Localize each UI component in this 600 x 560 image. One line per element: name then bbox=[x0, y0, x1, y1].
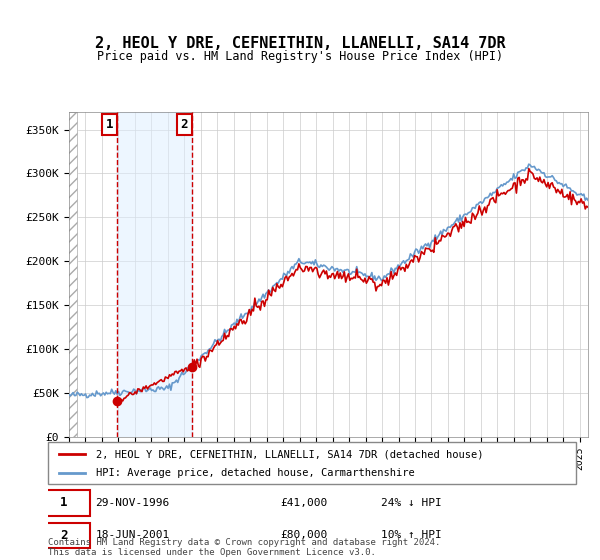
Text: 2, HEOL Y DRE, CEFNEITHIN, LLANELLI, SA14 7DR: 2, HEOL Y DRE, CEFNEITHIN, LLANELLI, SA1… bbox=[95, 36, 505, 52]
FancyBboxPatch shape bbox=[37, 522, 90, 548]
Bar bbox=[36, 112, 77, 437]
Text: Contains HM Land Registry data © Crown copyright and database right 2024.
This d: Contains HM Land Registry data © Crown c… bbox=[48, 538, 440, 557]
Text: HPI: Average price, detached house, Carmarthenshire: HPI: Average price, detached house, Carm… bbox=[95, 468, 414, 478]
Text: Price paid vs. HM Land Registry's House Price Index (HPI): Price paid vs. HM Land Registry's House … bbox=[97, 50, 503, 63]
Text: £80,000: £80,000 bbox=[280, 530, 328, 540]
Bar bbox=[117, 112, 192, 437]
Text: 24% ↓ HPI: 24% ↓ HPI bbox=[380, 498, 442, 508]
Text: 1: 1 bbox=[106, 118, 113, 131]
Text: 2, HEOL Y DRE, CEFNEITHIN, LLANELLI, SA14 7DR (detached house): 2, HEOL Y DRE, CEFNEITHIN, LLANELLI, SA1… bbox=[95, 449, 483, 459]
Text: 10% ↑ HPI: 10% ↑ HPI bbox=[380, 530, 442, 540]
FancyBboxPatch shape bbox=[37, 491, 90, 516]
FancyBboxPatch shape bbox=[48, 442, 576, 484]
Text: £41,000: £41,000 bbox=[280, 498, 328, 508]
Text: 18-JUN-2001: 18-JUN-2001 bbox=[95, 530, 170, 540]
Text: 1: 1 bbox=[60, 497, 68, 510]
Text: 2: 2 bbox=[181, 118, 188, 131]
Text: 29-NOV-1996: 29-NOV-1996 bbox=[95, 498, 170, 508]
Text: 2: 2 bbox=[60, 529, 68, 542]
